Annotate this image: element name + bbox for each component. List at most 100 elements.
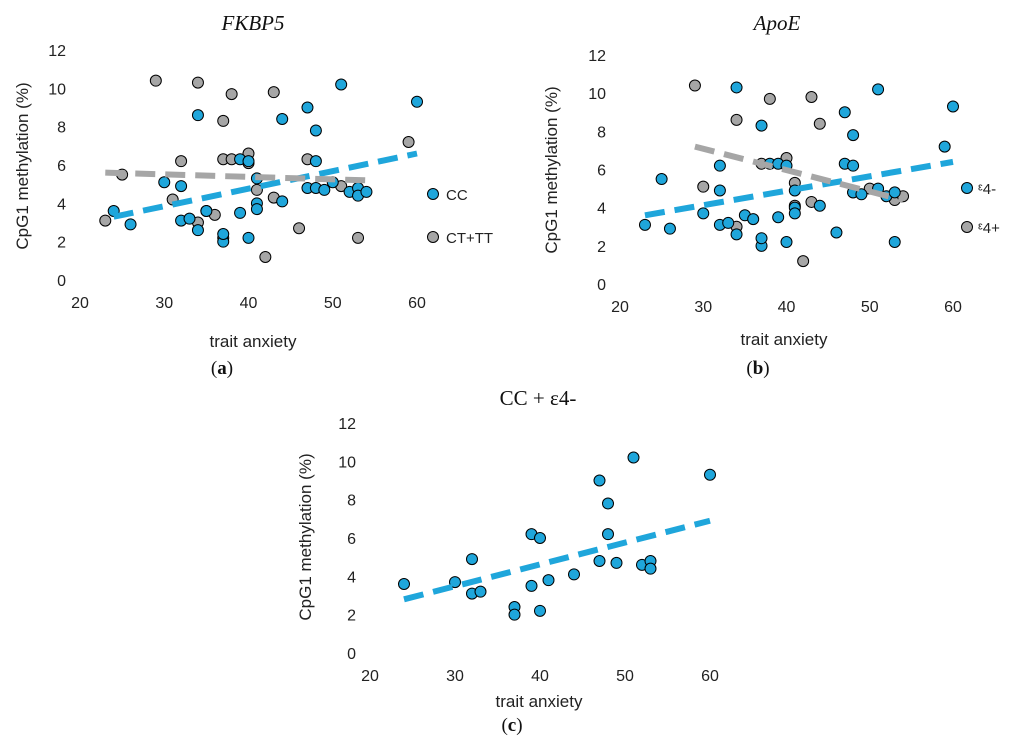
data-point [309,155,322,168]
data-point [763,92,776,105]
x-tick-label: 30 [446,668,464,685]
y-tick-label: 4 [57,196,66,213]
data-point [755,232,768,245]
y-tick-label: 2 [57,235,66,252]
x-tick-label: 20 [361,668,379,685]
data-point [99,214,112,227]
chart-title: FKBP5 [221,11,285,35]
x-tick-label: 30 [155,295,173,312]
chart-title: CC + ε4- [500,386,577,410]
data-point [813,199,826,212]
data-point [508,608,521,621]
y-tick-label: 0 [57,273,66,290]
data-point [747,213,760,226]
data-point [402,136,415,148]
data-point [183,212,196,225]
x-tick-label: 60 [408,295,426,312]
y-tick-label: 10 [48,81,66,98]
data-point [888,186,901,199]
data-point [568,568,580,581]
data-point [250,203,263,216]
y-tick-label: 2 [597,239,606,256]
y-tick-label: 10 [588,86,606,103]
data-point [276,195,289,208]
x-tick-label: 40 [531,668,549,685]
y-tick-label: 12 [588,48,606,65]
panel-caption-b: (b) [746,358,770,379]
data-point [655,173,668,186]
data-point [191,109,204,122]
y-axis-label: CpG1 methylation (%) [296,453,315,620]
data-point [474,585,487,598]
data-point [449,576,461,589]
x-tick-label: 30 [694,299,712,316]
x-tick-label: 60 [701,668,719,685]
plot-area: 20 30 40 50 60 0 2 4 6 8 10 12 [588,48,962,316]
y-axis-label: CpG1 methylation (%) [13,82,32,249]
data-point [225,88,238,101]
data-point [947,100,959,113]
data-point [730,228,743,241]
data-point [191,76,204,89]
data-point [788,207,801,220]
trend-line [403,517,711,603]
y-tick-label: 8 [57,120,66,137]
combined-scatter-chart: CC + ε4- CpG1 methylation (%) trait anxi… [296,386,719,711]
y-tick-label: 12 [48,43,66,60]
legend-label-ct-tt: CT+TT [446,230,493,247]
data-point [360,185,373,198]
y-tick-label: 12 [338,416,356,433]
x-tick-label: 60 [944,299,962,316]
x-tick-label: 20 [611,299,629,316]
data-point [466,553,478,566]
x-tick-label: 20 [71,295,89,312]
fkbp5-scatter-chart: FKBP5 CpG1 methylation (%) trait anxiety… [13,11,493,351]
data-point [704,468,716,481]
data-point [872,83,885,96]
x-tick-label: 50 [616,668,634,685]
data-point [797,255,810,268]
data-point [688,79,701,92]
trend-line [113,150,418,220]
legend-marker-ct-tt [427,231,439,243]
data-point [234,206,247,219]
data-point [534,604,546,617]
data-point [938,140,951,153]
y-tick-label: 6 [347,531,356,548]
data-point [191,224,204,237]
data-point [602,528,614,541]
legend: CC CT+TT [427,187,493,247]
data-point [200,205,213,217]
data-point [644,562,657,575]
data-point [242,231,255,244]
chart-title: ApoE [752,11,801,35]
data-point [525,579,538,592]
data-point [602,497,614,510]
panel-caption-c: (c) [501,715,523,736]
x-axis-label: trait anxiety [496,692,583,711]
data-point [593,555,606,567]
data-point [638,218,651,231]
x-tick-label: 40 [778,299,796,316]
x-axis-label: trait anxiety [741,330,828,349]
data-point [697,207,710,220]
plot-area: 20 30 40 50 60 0 2 4 6 8 10 12 [338,416,719,685]
data-point [697,180,710,193]
data-point [730,113,743,126]
data-point [722,216,735,229]
plot-area: 20 30 40 50 60 0 2 4 6 8 10 12 [48,43,426,312]
data-point [259,251,272,263]
x-tick-label: 50 [861,299,879,316]
data-point [217,114,230,127]
data-point [293,222,306,235]
data-point [267,86,280,99]
data-point [217,228,230,240]
data-point [772,211,785,224]
data-point [175,155,188,168]
data-point [335,78,348,91]
data-point [318,183,331,196]
data-point [888,236,901,249]
data-point [301,101,314,114]
legend-label-e4-plus: ᵋ4+ [978,220,1000,237]
data-point [830,226,843,239]
